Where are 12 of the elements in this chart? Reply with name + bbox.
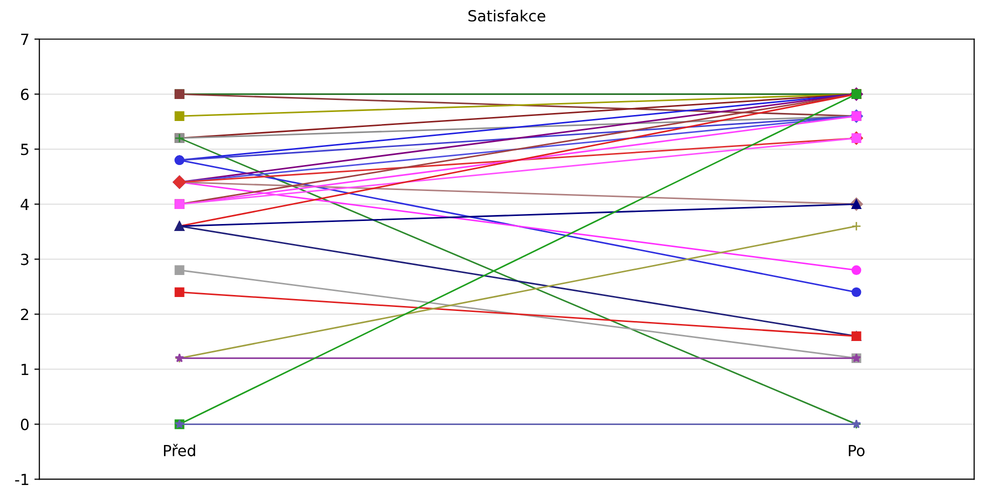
y-tick-label: 1 (22, 364, 28, 375)
x-tick-label: Po (848, 444, 865, 456)
y-tick-label: 5 (21, 144, 28, 156)
y-tick-label: 7 (21, 34, 28, 45)
y-tick-label: 3 (21, 254, 28, 266)
x-tick-label: Před (164, 444, 196, 456)
y-tick-label: 2 (21, 308, 28, 320)
y-tick-label: 4 (20, 198, 29, 210)
y-tick-label: 0 (20, 418, 29, 430)
y-tick-label: 6 (20, 88, 29, 100)
y-tick-label: -1 (15, 474, 28, 486)
chart-title: Satisfakce (468, 10, 546, 22)
